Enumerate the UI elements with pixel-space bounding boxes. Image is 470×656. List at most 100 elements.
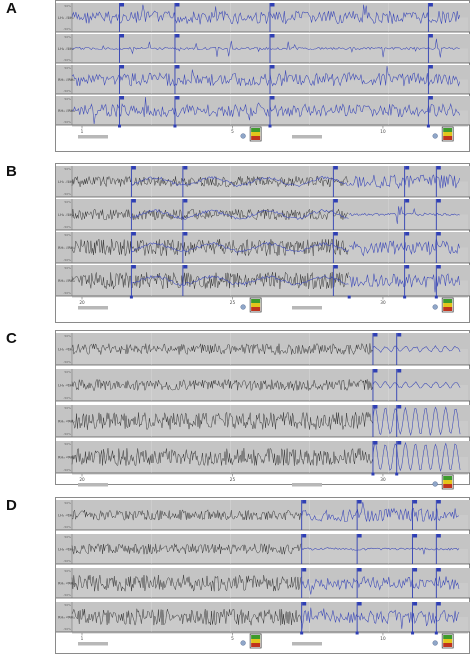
eeg-trace (71, 608, 302, 626)
event-marker-flag[interactable] (436, 232, 441, 236)
scrollbar-thumb[interactable] (78, 483, 108, 487)
event-marker-flag[interactable] (270, 65, 275, 69)
event-indicator[interactable] (118, 124, 122, 128)
channel-strip: RH₁ - RH₂ 50% 0% -50% (56, 65, 470, 95)
info-circle-icon[interactable] (240, 133, 246, 139)
seizure-spectrum-icon[interactable] (249, 297, 262, 313)
event-marker-flag[interactable] (175, 34, 180, 38)
event-marker-flag[interactable] (413, 602, 418, 606)
event-marker-flag[interactable] (397, 441, 402, 445)
event-indicator[interactable] (371, 472, 375, 476)
scrollbar-thumb[interactable] (292, 483, 322, 487)
event-indicator[interactable] (268, 124, 272, 128)
event-marker-flag[interactable] (428, 65, 433, 69)
info-circle-icon[interactable] (432, 640, 438, 646)
event-marker-flag[interactable] (436, 265, 441, 269)
seizure-spectrum-icon[interactable] (441, 633, 454, 649)
event-marker-flag[interactable] (357, 534, 362, 538)
time-tick-label: 30 (380, 300, 386, 305)
event-marker-flag[interactable] (373, 441, 378, 445)
event-marker-flag[interactable] (373, 369, 378, 373)
event-marker-flag[interactable] (131, 265, 136, 269)
event-marker-flag[interactable] (183, 199, 188, 203)
event-marker-flag[interactable] (397, 405, 402, 409)
event-marker-flag[interactable] (428, 96, 433, 100)
event-marker-flag[interactable] (120, 65, 125, 69)
event-indicator[interactable] (300, 631, 304, 635)
event-marker-flag[interactable] (270, 34, 275, 38)
event-marker-flag[interactable] (175, 65, 180, 69)
info-circle-icon[interactable] (240, 304, 246, 310)
event-indicator[interactable] (129, 295, 133, 299)
info-circle-icon[interactable] (432, 481, 438, 487)
event-marker-flag[interactable] (436, 500, 441, 504)
scrollbar-thumb[interactable] (78, 306, 108, 310)
event-marker-flag[interactable] (302, 568, 307, 572)
event-marker-flag[interactable] (183, 232, 188, 236)
event-marker-flag[interactable] (413, 500, 418, 504)
event-marker-flag[interactable] (333, 265, 338, 269)
seizure-spectrum-icon[interactable] (249, 633, 262, 649)
eeg-trace (71, 509, 302, 521)
seizure-spectrum-icon[interactable] (441, 474, 454, 490)
event-indicator[interactable] (426, 124, 430, 128)
event-marker-flag[interactable] (270, 3, 275, 7)
seizure-spectrum-icon[interactable] (441, 297, 454, 313)
event-marker-flag[interactable] (405, 265, 410, 269)
event-marker-flag[interactable] (333, 199, 338, 203)
event-indicator[interactable] (355, 631, 359, 635)
event-marker-flag[interactable] (175, 3, 180, 7)
event-marker-flag[interactable] (270, 96, 275, 100)
event-marker-flag[interactable] (175, 96, 180, 100)
event-marker-flag[interactable] (436, 602, 441, 606)
scrollbar-thumb[interactable] (292, 642, 322, 646)
event-marker-flag[interactable] (357, 568, 362, 572)
event-marker-flag[interactable] (357, 602, 362, 606)
event-marker-flag[interactable] (413, 534, 418, 538)
event-marker-flag[interactable] (357, 500, 362, 504)
event-marker-flag[interactable] (302, 602, 307, 606)
event-marker-flag[interactable] (333, 166, 338, 170)
event-marker-flag[interactable] (373, 333, 378, 337)
event-marker-flag[interactable] (183, 265, 188, 269)
event-marker-flag[interactable] (405, 166, 410, 170)
seizure-spectrum-icon[interactable] (249, 126, 262, 142)
event-marker-flag[interactable] (397, 369, 402, 373)
event-marker-flag[interactable] (131, 166, 136, 170)
scrollbar-thumb[interactable] (292, 306, 322, 310)
event-marker-flag[interactable] (302, 534, 307, 538)
event-marker-flag[interactable] (120, 34, 125, 38)
info-circle-icon[interactable] (432, 133, 438, 139)
event-marker-flag[interactable] (397, 333, 402, 337)
event-marker-flag[interactable] (183, 166, 188, 170)
scrollbar-thumb[interactable] (292, 135, 322, 139)
seizure-spectrum-icon[interactable] (441, 126, 454, 142)
event-marker-flag[interactable] (428, 3, 433, 7)
event-marker-flag[interactable] (436, 199, 441, 203)
event-marker-flag[interactable] (120, 3, 125, 7)
event-marker-flag[interactable] (373, 405, 378, 409)
event-marker-flag[interactable] (333, 232, 338, 236)
event-marker-flag[interactable] (405, 199, 410, 203)
scrollbar-thumb[interactable] (78, 135, 108, 139)
event-marker-flag[interactable] (436, 534, 441, 538)
event-marker-flag[interactable] (428, 34, 433, 38)
event-marker-flag[interactable] (131, 199, 136, 203)
event-marker-flag[interactable] (131, 232, 136, 236)
event-indicator[interactable] (403, 295, 407, 299)
event-marker-flag[interactable] (405, 232, 410, 236)
info-circle-icon[interactable] (432, 304, 438, 310)
event-indicator[interactable] (173, 124, 177, 128)
event-marker-flag[interactable] (436, 568, 441, 572)
event-marker-flag[interactable] (413, 568, 418, 572)
event-indicator[interactable] (434, 295, 438, 299)
event-indicator[interactable] (347, 295, 351, 299)
event-marker-flag[interactable] (120, 96, 125, 100)
event-indicator[interactable] (395, 472, 399, 476)
event-indicator[interactable] (434, 631, 438, 635)
event-marker-flag[interactable] (436, 166, 441, 170)
info-circle-icon[interactable] (240, 640, 246, 646)
event-indicator[interactable] (411, 631, 415, 635)
event-marker-flag[interactable] (302, 500, 307, 504)
scrollbar-thumb[interactable] (78, 642, 108, 646)
